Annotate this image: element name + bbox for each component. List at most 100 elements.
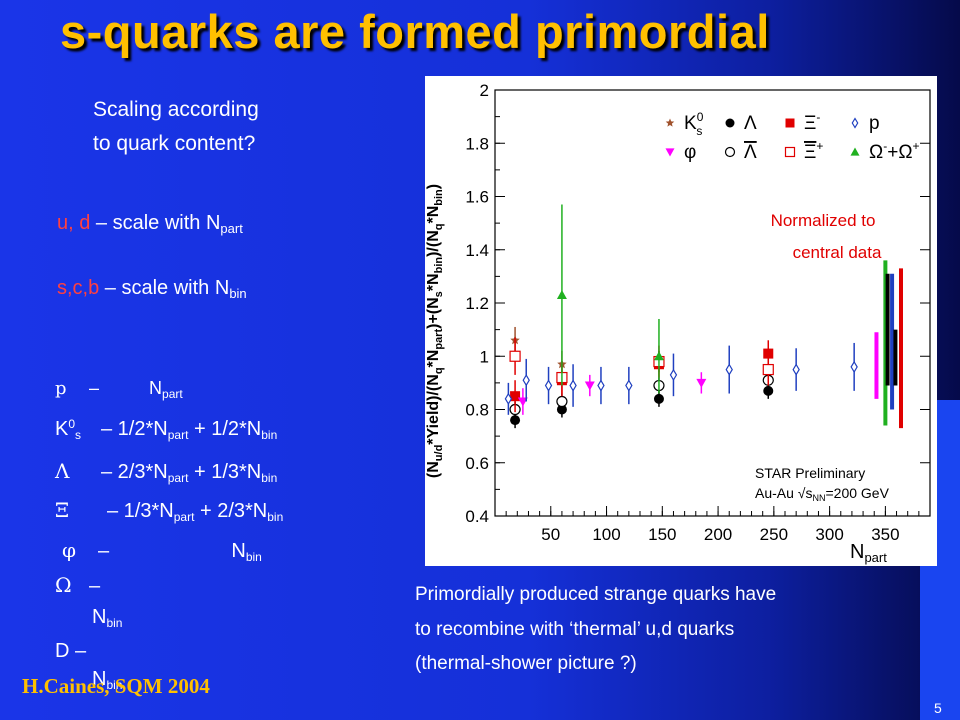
list-text: – 1/3*N [107,500,174,522]
rule-flavor: s,c,b [57,277,100,299]
data-point-Omega [653,351,664,361]
list-symbol: Ω [55,573,72,597]
data-point-p [597,379,605,392]
list-rest: + 1/2*N [188,418,262,440]
list-sub2: bin [267,510,284,524]
legend-marker-Lambda [725,118,735,128]
list-sub: part [167,471,189,485]
question-line-1: Scaling according [93,98,259,121]
list-symbol: Λ [55,459,70,483]
slide-title: s-quarks are formed primordial [60,5,770,58]
legend-marker-Xibar [784,146,796,158]
list-text-n: N [92,668,107,690]
description-line-2: to recombine with ‘thermal’ u,d quarks [415,618,735,640]
x-tick-label: 50 [541,525,560,544]
data-point-phi [696,378,707,388]
x-tick-label: 300 [815,525,843,544]
data-point-p [522,374,530,387]
y-axis-label: (Nu/d*Yield)/(Nq*Npart)+(Ns*Nbin)/(Nq*Nb… [425,184,445,478]
data-point-p [850,360,858,374]
list-text: – N [89,378,163,398]
list-sub: part [173,510,195,524]
legend-label-Xi: Ξ- [804,110,820,134]
rule-sub: bin [229,286,247,301]
x-tick-label: 100 [592,525,620,544]
list-text: – [89,575,101,597]
legend-label-K0s: K0 s [684,110,704,138]
list-sub2: bin [261,428,278,442]
list-text: – N [98,540,246,562]
star-label-line2: Au-Au √sNN=200 GeV [755,485,890,503]
legend-marker-Lambdabar [724,146,736,158]
x-axis-label: Npart [850,541,887,565]
star-label-sub: NN [812,493,825,503]
star-label-line1: STAR Preliminary [755,465,865,481]
list-text: – 1/2*N [101,418,168,440]
legend-label-p: p [869,113,880,134]
chart-panel: 0.4 0.6 0.8 1 1.2 1.4 1.6 1.8 2 50 100 150 200 250 300… [425,76,937,566]
list-item-xi: Ξ – 1/3*Npart + 2/3*Nbin [55,498,283,524]
page-number: 5 [934,700,942,716]
data-point-p [504,392,513,406]
star-label-suffix: =200 GeV [825,485,889,501]
list-sub: bin [106,678,123,692]
footer-credit: H.Caines, SQM 2004 [22,674,210,698]
y-tick-label: 0.8 [465,401,489,420]
list-item-omega: Ω – [55,573,100,598]
x-tick-label: 150 [648,525,676,544]
rule-sub: part [220,221,243,236]
k-sub: s [75,428,82,442]
rule-text: – scale with N [99,277,230,299]
data-point-Lambda [510,415,521,426]
data-point-Xi [510,391,521,402]
data-point-Lambda [763,385,774,396]
data-point-Lambdabar [556,395,568,408]
rule-ud: u, d – scale with Npart [57,212,243,236]
question-line-2: to quark content? [93,132,256,155]
legend-label-Lambda: Λ [744,113,757,134]
y-tick-label: 1.4 [465,241,489,260]
y-tick-label: 2 [480,81,489,100]
list-item-p: p – Npart [55,378,183,401]
list-rest: + 2/3*N [194,500,268,522]
list-sub: part [162,387,183,401]
y-tick-label: 1.6 [465,188,489,207]
y-tick-label: 1.2 [465,294,489,313]
data-point-p [544,379,553,392]
data-point-Omega [556,290,567,300]
data-point-p [669,368,678,382]
legend-marker-Omega [850,147,860,156]
description-line-3: (thermal-shower picture ?) [415,653,637,674]
data-point-phi [584,381,595,391]
x-tick-label: 200 [704,525,732,544]
list-text: – [75,640,87,662]
y-tick-label: 1 [480,347,489,366]
star-label-prefix: Au-Au √s [755,485,812,501]
list-sub: bin [245,550,262,564]
data-point-p [725,363,733,376]
legend-marker-phi [665,148,675,157]
legend-label-Omega: Ω-+Ω+ [869,139,920,163]
list-text: – 2/3*N [101,461,168,483]
data-point-p [625,379,633,392]
list-item-d: D – [55,640,86,663]
rule-scb: s,c,b – scale with Nbin [57,277,247,301]
legend-marker-p [851,117,859,129]
legend-label-Lambdabar: Λ [744,142,757,163]
list-item-d-line2: Nbin [92,668,122,692]
list-symbol: Ξ [55,498,70,522]
list-text-n: N [92,606,107,628]
data-point-Lambda [653,393,664,404]
x-tick-label: 350 [871,525,899,544]
annotation-line-2: central data [793,243,882,262]
list-symbol: p [55,378,67,399]
y-tick-label: 0.4 [465,507,489,526]
list-item-lambda: Λ – 2/3*Npart + 1/3*Nbin [55,459,277,485]
plot-frame [494,89,931,517]
legend-marker-K0s [665,118,675,127]
list-item-phi: φ – Nbin [62,538,262,564]
data-point-Xibar [762,363,774,376]
data-point-Xibar [509,350,521,362]
rule-text: – scale with N [90,212,221,234]
